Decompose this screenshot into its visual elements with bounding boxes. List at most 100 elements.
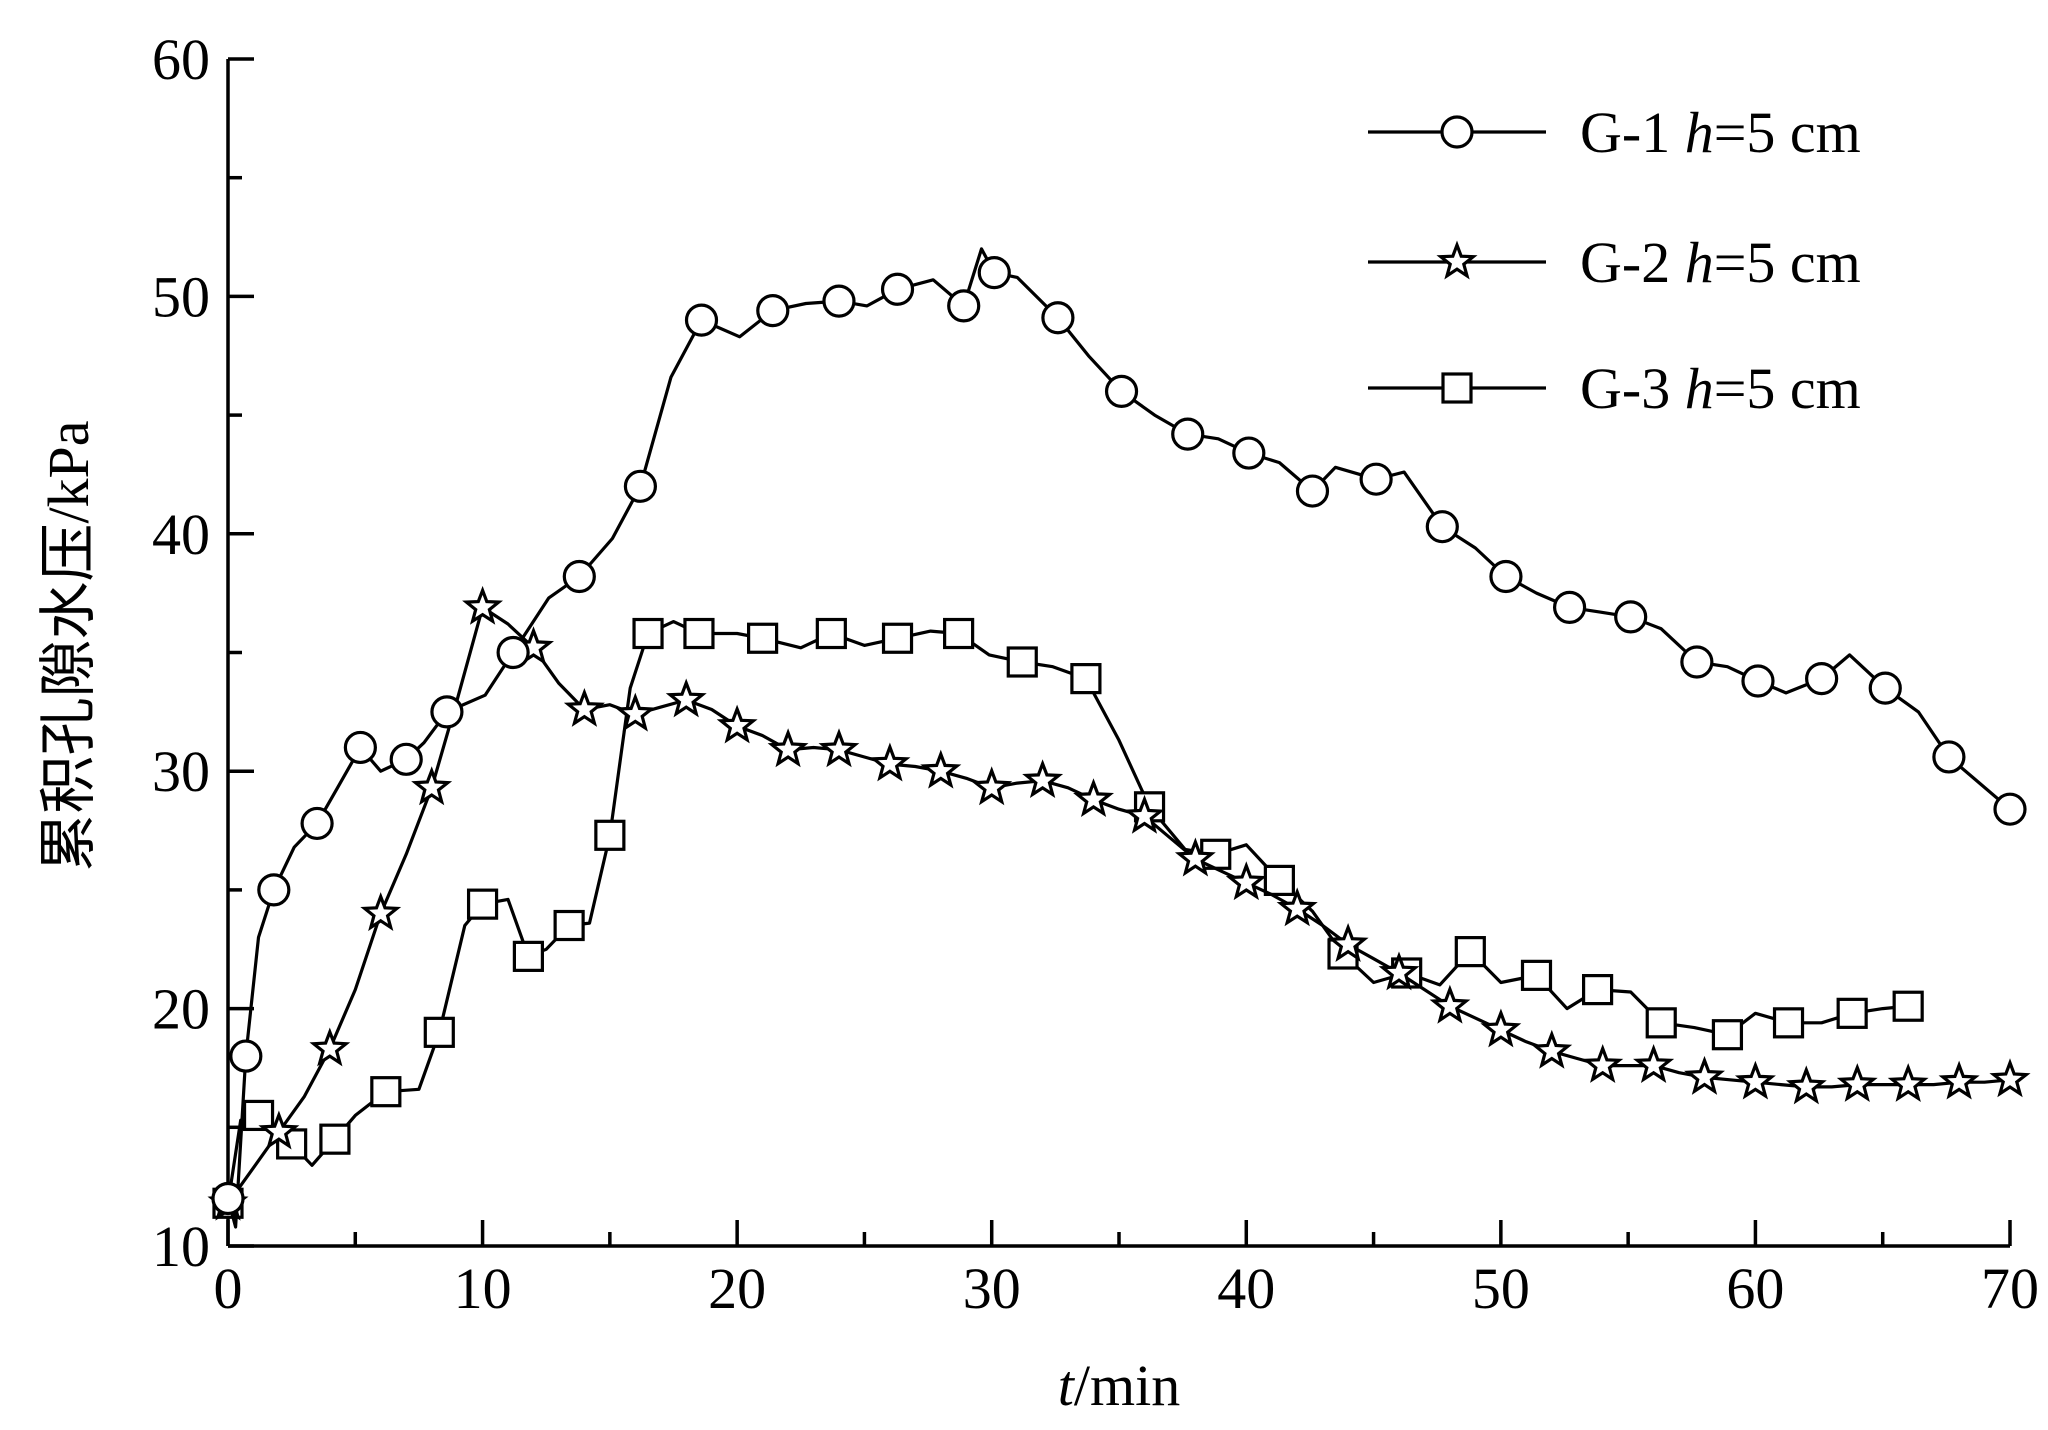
star-marker — [1989, 1058, 2031, 1098]
legend-item-1: G-1 h=5 cm — [1368, 100, 1861, 165]
star-marker — [1276, 887, 1318, 927]
circle-marker — [1741, 664, 1775, 698]
star-marker — [1734, 1060, 1776, 1100]
star-marker — [614, 692, 656, 732]
star-marker — [462, 585, 504, 625]
star-marker — [1938, 1060, 1980, 1100]
series-1 — [211, 247, 2027, 1229]
square-marker — [1836, 997, 1868, 1029]
circle-marker — [430, 695, 464, 729]
x-tick-label: 10 — [454, 1256, 512, 1321]
circle-marker — [1868, 671, 1902, 705]
circle-marker — [211, 1181, 245, 1216]
circle-marker — [1295, 474, 1330, 508]
star-marker — [411, 766, 453, 806]
y-ticks: 10 20 30 40 50 60 — [152, 27, 254, 1279]
circle-marker — [1104, 374, 1139, 408]
circle-marker — [389, 742, 423, 776]
square-marker — [466, 888, 499, 920]
circle-marker — [300, 806, 334, 841]
legend-label: G-2 h=5 cm — [1580, 230, 1861, 295]
legend-item-3: G-3 h=5 cm — [1368, 356, 1861, 421]
square-marker — [815, 617, 847, 650]
circle-marker — [1232, 436, 1266, 470]
square-marker — [1711, 1019, 1744, 1051]
x-ticks: 0 10 20 30 40 50 60 70 — [214, 1220, 2039, 1321]
circle-marker — [1552, 590, 1587, 624]
x-tick-label: 30 — [963, 1256, 1021, 1321]
legend: G-1 h=5 cm G-2 h=5 cm G-3 h=5 cm — [1368, 100, 1861, 421]
square-marker — [242, 1099, 275, 1132]
circle-marker — [1425, 510, 1459, 544]
star-marker — [1429, 984, 1471, 1024]
x-tick-label: 70 — [1981, 1256, 2039, 1321]
y-tick-label: 20 — [152, 977, 210, 1042]
square-marker — [594, 819, 626, 851]
y-axis-label: 累积孔隙水压/kPa — [36, 420, 101, 871]
star-marker — [1683, 1055, 1725, 1095]
star-marker — [1378, 951, 1420, 991]
star-marker — [665, 678, 707, 718]
star-marker — [818, 728, 860, 768]
star-marker — [1174, 837, 1216, 877]
star-marker — [1582, 1044, 1624, 1083]
circle-marker — [880, 272, 915, 306]
y-tick-label: 30 — [152, 739, 210, 804]
star-marker — [1225, 861, 1267, 901]
square-marker — [1263, 864, 1295, 897]
star-marker — [1436, 240, 1478, 280]
star-marker — [716, 704, 758, 744]
star-marker — [309, 1027, 351, 1067]
circle-marker — [1041, 301, 1075, 335]
circle-marker — [1932, 740, 1966, 774]
square-marker — [1892, 990, 1924, 1022]
y-tick-label: 40 — [152, 502, 210, 567]
square-marker — [943, 617, 975, 650]
circle-marker — [343, 730, 377, 765]
circle-marker — [684, 303, 719, 337]
square-marker — [1581, 974, 1614, 1006]
star-marker — [1785, 1065, 1827, 1105]
circle-marker — [1171, 417, 1205, 451]
x-axis-label: t/min — [1058, 1353, 1180, 1418]
square-marker — [1645, 1007, 1677, 1039]
star-marker — [767, 728, 809, 768]
square-marker — [553, 909, 585, 942]
circle-marker — [756, 294, 790, 328]
circle-marker — [1805, 662, 1839, 696]
x-axis-label-italic: t — [1058, 1353, 1076, 1418]
circle-marker — [977, 256, 1011, 290]
square-marker — [1520, 959, 1553, 991]
square-marker — [881, 622, 914, 654]
star-marker — [563, 687, 605, 727]
x-axis-label-unit: /min — [1074, 1353, 1180, 1418]
y-tick-label: 10 — [152, 1214, 210, 1279]
star-marker — [920, 749, 962, 789]
circle-marker — [1680, 645, 1714, 679]
square-marker — [512, 940, 544, 972]
square-marker — [319, 1123, 351, 1155]
star-marker — [1327, 922, 1369, 962]
circle-marker — [1993, 792, 2027, 826]
circle-marker — [822, 284, 856, 318]
legend-label: G-3 h=5 cm — [1580, 356, 1861, 421]
star-marker — [1123, 794, 1165, 834]
star-marker — [1836, 1063, 1878, 1102]
y-tick-label: 60 — [152, 27, 210, 92]
circle-marker — [229, 1039, 263, 1073]
circle-marker — [562, 559, 596, 594]
star-marker — [1022, 759, 1064, 799]
circle-marker — [1489, 559, 1523, 594]
circle-marker — [1614, 600, 1648, 634]
square-marker — [1772, 1007, 1805, 1039]
x-tick-label: 50 — [1472, 1256, 1530, 1321]
square-marker — [1441, 372, 1473, 404]
x-tick-label: 60 — [1726, 1256, 1784, 1321]
star-marker — [1887, 1063, 1929, 1102]
square-marker — [423, 1016, 455, 1048]
legend-label: G-1 h=5 cm — [1580, 100, 1861, 165]
circle-marker — [623, 469, 658, 503]
x-tick-label: 0 — [214, 1256, 243, 1321]
star-marker — [1531, 1029, 1573, 1069]
